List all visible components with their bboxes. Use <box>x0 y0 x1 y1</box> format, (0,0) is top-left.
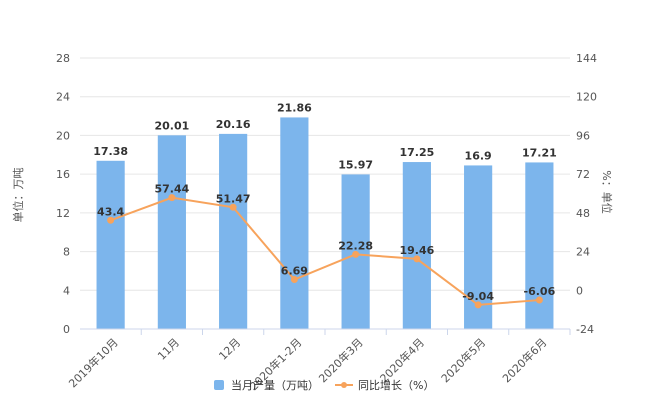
line-point <box>168 194 176 202</box>
x-tick-label: 2019年10月 <box>66 335 121 390</box>
line-yoy-growth <box>107 194 543 309</box>
left-tick-label: 8 <box>63 246 70 259</box>
line-value-label: 51.47 <box>216 192 251 205</box>
bars-current-month-output <box>96 117 554 330</box>
right-tick-label: 24 <box>576 246 590 259</box>
line-value-label: 57.44 <box>154 183 189 196</box>
line-point <box>413 255 421 263</box>
line-point <box>229 203 237 211</box>
line-value-label: -6.06 <box>524 285 556 298</box>
right-tick-label: 144 <box>576 52 597 65</box>
bar <box>280 117 309 330</box>
bar <box>402 162 431 329</box>
data-labels: 17.38 20.01 20.16 21.86 15.97 17.25 16.9 17.21 4… <box>93 101 557 302</box>
x-tick-label: 2020年6月 <box>499 335 549 385</box>
line-point <box>535 296 543 304</box>
left-tick-label: 24 <box>56 91 70 104</box>
x-tick-label: 12月 <box>216 336 243 363</box>
bar-value-label: 17.21 <box>522 146 557 159</box>
line-value-label: -9.04 <box>462 290 494 303</box>
left-tick-label: 28 <box>56 52 70 65</box>
right-axis-title: %：单位 <box>600 170 614 213</box>
bar-value-label: 20.01 <box>154 119 189 132</box>
bar-value-label: 17.25 <box>399 146 434 159</box>
bar-value-label: 21.86 <box>277 101 312 114</box>
right-tick-label: 72 <box>576 168 590 181</box>
line-point <box>474 301 482 309</box>
bar-value-label: 15.97 <box>338 158 373 171</box>
x-tick-label: 2020年3月 <box>316 335 366 385</box>
left-tick-label: 0 <box>63 323 70 336</box>
bar-value-label: 16.9 <box>465 149 492 162</box>
legend: 当月产量（万吨） 同比增长（%） <box>214 378 434 392</box>
line-point <box>352 250 360 258</box>
right-tick-label: 120 <box>576 91 597 104</box>
x-tick-label: 2020年5月 <box>438 335 488 385</box>
legend-swatch-marker <box>341 382 347 388</box>
bar <box>96 160 125 329</box>
right-tick-label: 0 <box>576 284 583 297</box>
line-point <box>290 275 298 283</box>
x-tick-label: 2020年4月 <box>377 335 427 385</box>
left-tick-label: 20 <box>56 129 70 142</box>
line-value-label: 6.69 <box>281 264 308 277</box>
line-point <box>107 216 115 224</box>
left-tick-label: 12 <box>56 207 70 220</box>
bar-value-label: 17.38 <box>93 145 128 158</box>
legend-label-line[interactable]: 同比增长（%） <box>358 378 434 392</box>
line-value-label: 22.28 <box>338 239 373 252</box>
legend-label-bar[interactable]: 当月产量（万吨） <box>231 378 319 392</box>
bar <box>525 162 554 329</box>
x-tick-label: 11月 <box>155 336 182 363</box>
line-value-label: 43.4 <box>97 205 124 218</box>
left-tick-label: 4 <box>63 284 70 297</box>
right-tick-label: 48 <box>576 207 590 220</box>
left-axis-title: 单位：万吨 <box>11 168 25 223</box>
left-tick-label: 16 <box>56 168 70 181</box>
bar <box>157 135 186 329</box>
legend-swatch-bar[interactable] <box>214 380 224 390</box>
bar <box>219 133 248 329</box>
line-value-label: 19.46 <box>399 244 434 257</box>
line-path <box>110 196 540 306</box>
right-tick-label: 96 <box>576 129 590 142</box>
bar-value-label: 20.16 <box>216 118 251 131</box>
right-tick-label: -24 <box>576 323 594 336</box>
